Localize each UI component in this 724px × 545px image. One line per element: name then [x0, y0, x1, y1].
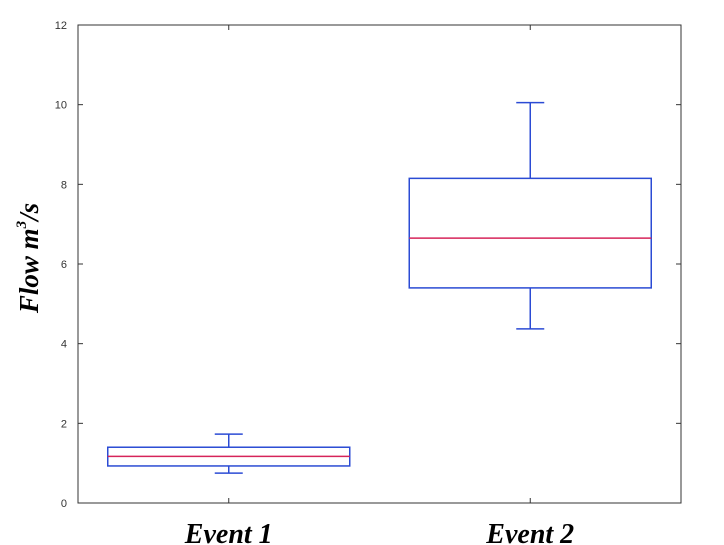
y-tick-label: 12 — [55, 20, 67, 32]
x-axis-ticks: Event 1 Event 2 — [184, 25, 574, 545]
y-tick-label: 2 — [61, 418, 67, 430]
y-axis-ticks: 0 2 4 6 8 10 12 — [55, 20, 681, 510]
box-2 — [408, 101, 652, 330]
y-axis-label-base: Flow m — [14, 228, 44, 314]
x-category-label: Event 1 — [184, 519, 273, 545]
y-tick-label: 8 — [61, 179, 67, 191]
box-1 — [107, 433, 351, 474]
y-axis-label-suffix: /s — [14, 203, 44, 223]
box-series — [107, 101, 652, 474]
y-tick-label: 6 — [61, 259, 67, 271]
iqr-box — [408, 177, 652, 289]
y-tick-label: 0 — [61, 498, 67, 510]
y-tick-label: 4 — [61, 339, 67, 351]
x-category-label: Event 2 — [485, 519, 574, 545]
y-axis-label: Flow m3/s — [14, 203, 44, 314]
y-tick-label: 10 — [55, 100, 67, 112]
y-axis-label-superscript: 3 — [14, 220, 30, 229]
plot-frame — [77, 24, 682, 504]
